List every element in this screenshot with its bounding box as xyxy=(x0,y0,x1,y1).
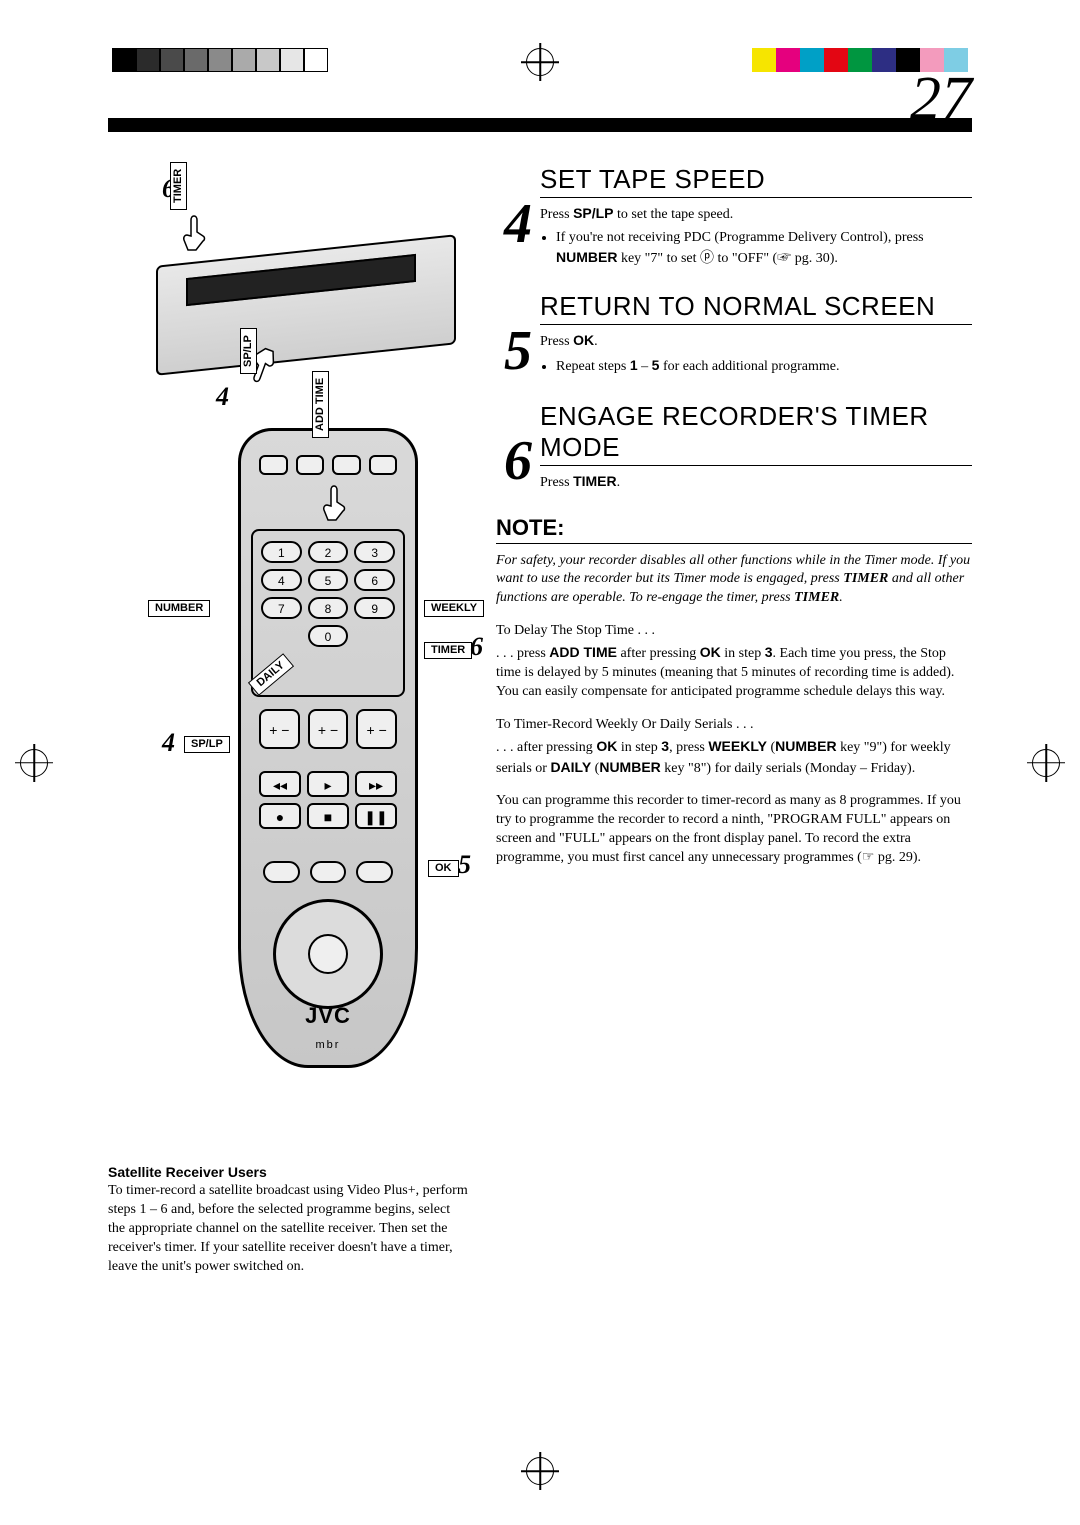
remote-label-addtime: ADD TIME xyxy=(312,371,329,438)
vcr-callout-4: 4 xyxy=(216,384,229,410)
note-heading: NOTE: xyxy=(496,515,972,541)
note-para3: . . . after pressing OK in step 3, press… xyxy=(496,737,972,779)
remote-label-weekly: WEEKLY xyxy=(424,600,484,617)
hand-icon xyxy=(320,484,350,524)
vcr-illustration: 6 TIMER 4 SP/LP xyxy=(108,174,478,404)
diagram-column: 6 TIMER 4 SP/LP 1234567890 xyxy=(108,134,478,1276)
remote-label-ok: OK xyxy=(428,860,459,877)
remote-label-timer: TIMER xyxy=(424,642,472,659)
remote-illustration: 1234567890 + −+ −+ − ◂◂▸▸▸ ●■❚❚ JVC mbr xyxy=(108,424,478,1144)
sub-brand: mbr xyxy=(241,1039,415,1051)
note-para1: For safety, your recorder disables all o… xyxy=(496,552,972,609)
step-5-line1: Press OK. xyxy=(540,331,972,352)
remote-callout-timer: 6 xyxy=(470,634,483,660)
note-para2: . . . press ADD TIME after pressing OK i… xyxy=(496,643,972,702)
step-4-bullet: If you're not receiving PDC (Programme D… xyxy=(556,229,972,269)
step-5: 5 Return To Normal Screen Press OK. Repe… xyxy=(496,291,972,379)
remote-callout-splp: 4 xyxy=(162,730,175,756)
step-5-title: Return To Normal Screen xyxy=(540,291,972,322)
step-6-number: 6 xyxy=(496,433,540,493)
step-6-line1: Press TIMER. xyxy=(540,472,972,493)
note-body: For safety, your recorder disables all o… xyxy=(496,552,972,868)
remote-label-splp: SP/LP xyxy=(184,736,230,753)
step-6: 6 Engage Recorder's Timer Mode Press TIM… xyxy=(496,401,972,493)
dpad xyxy=(273,899,383,1009)
hand-icon xyxy=(180,214,210,254)
registration-mark-left xyxy=(20,749,48,777)
vcr-label-splp: SP/LP xyxy=(240,328,257,374)
registration-mark-bottom xyxy=(526,1457,554,1485)
note-sub1: To Delay The Stop Time . . . xyxy=(496,622,972,641)
note-sub2: To Timer-Record Weekly Or Daily Serials … xyxy=(496,716,972,735)
remote-callout-ok: 5 xyxy=(458,852,471,878)
step-4-number: 4 xyxy=(496,196,540,269)
registration-mark-right xyxy=(1032,749,1060,777)
page-body: 27 6 TIMER 4 SP/LP xyxy=(108,118,972,1276)
satellite-note: Satellite Receiver Users To timer-record… xyxy=(108,1164,468,1276)
header-rule xyxy=(108,118,972,132)
note-para4: You can programme this recorder to timer… xyxy=(496,792,972,868)
brand-logo: JVC xyxy=(241,1003,415,1029)
step-4-line1: Press SP/LP to set the tape speed. xyxy=(540,204,972,225)
text-column: 4 Set Tape Speed Press SP/LP to set the … xyxy=(496,134,972,1276)
vcr-label-timer: TIMER xyxy=(170,162,187,210)
step-5-bullet: Repeat steps 1 – 5 for each additional p… xyxy=(556,356,972,377)
step-4: 4 Set Tape Speed Press SP/LP to set the … xyxy=(496,164,972,269)
registration-mark-top xyxy=(526,48,554,76)
step-5-number: 5 xyxy=(496,323,540,379)
step-6-title: Engage Recorder's Timer Mode xyxy=(540,401,972,463)
satellite-body: To timer-record a satellite broadcast us… xyxy=(108,1182,468,1276)
satellite-heading: Satellite Receiver Users xyxy=(108,1164,468,1180)
step-4-title: Set Tape Speed xyxy=(540,164,972,195)
remote-label-number: NUMBER xyxy=(148,600,210,617)
grey-swatches xyxy=(112,48,328,72)
